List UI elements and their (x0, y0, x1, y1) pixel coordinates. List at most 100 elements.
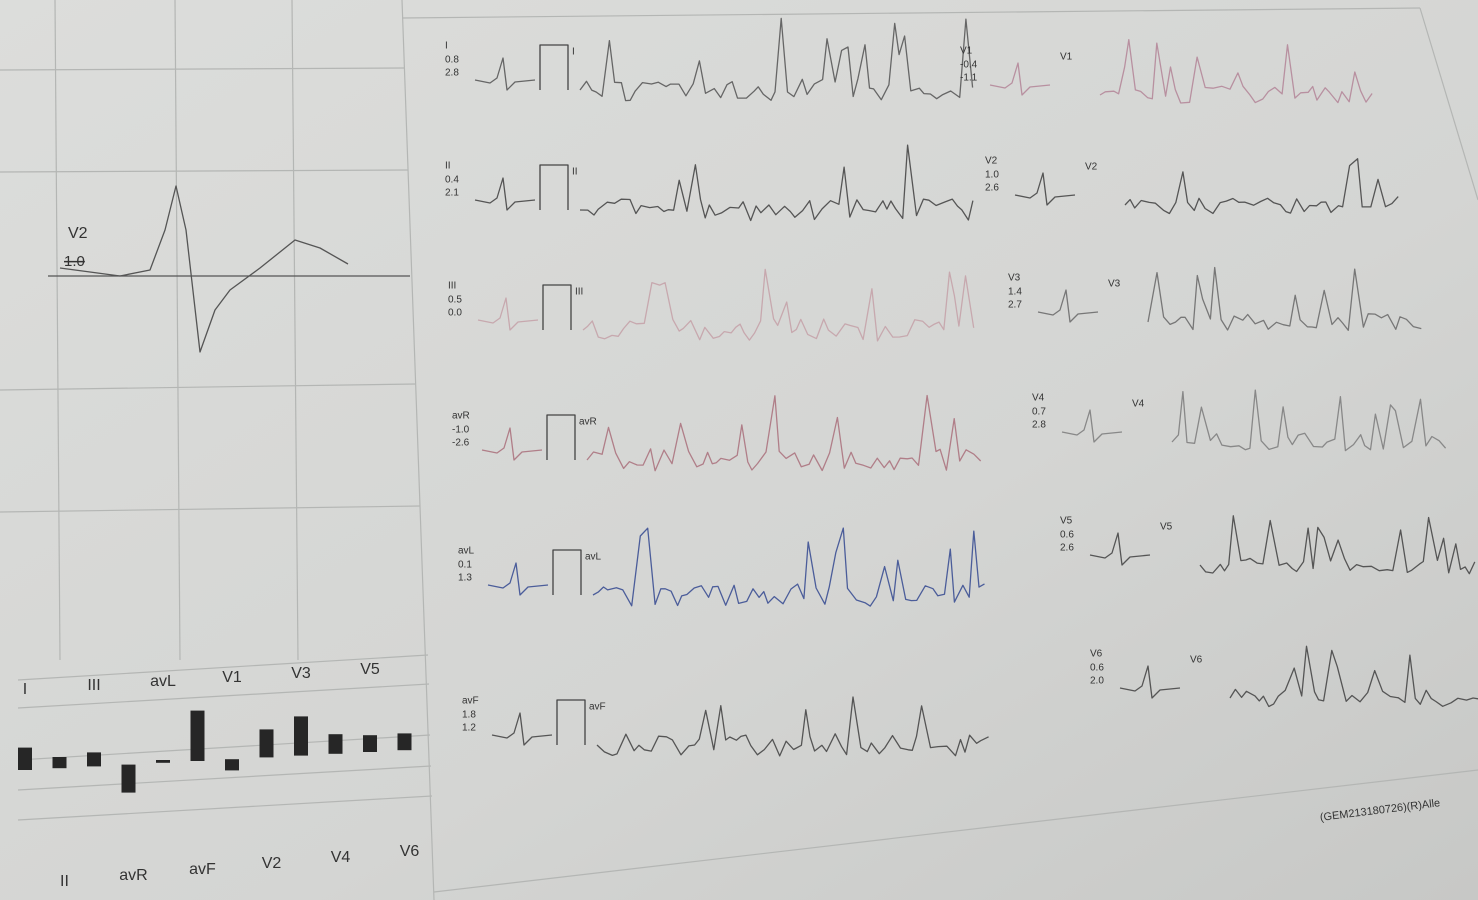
ecg-complex (1037, 289, 1099, 323)
lead-st1: 1.0 (985, 170, 999, 181)
bar-lead-label: avL (150, 673, 176, 690)
lead-name: III (448, 281, 456, 292)
calibration-pulse (542, 284, 572, 330)
ecg-trace (1199, 515, 1476, 575)
lead-st2: 2.1 (445, 188, 459, 199)
lead-name: II (572, 167, 578, 178)
bar-lead-label: avF (189, 861, 216, 878)
ecg-trace (1229, 645, 1478, 708)
bar-lead-label: V2 (262, 855, 282, 872)
st-bar (52, 757, 67, 769)
lead-st2: 0.0 (448, 308, 462, 319)
ecg-trace (592, 527, 985, 607)
lead-name: I (445, 41, 448, 52)
ecg-complex (474, 57, 536, 91)
ecg-complex (1089, 532, 1151, 566)
ecg-trace (1099, 39, 1373, 104)
lead-name: avR (579, 417, 597, 428)
lead-name: avF (589, 702, 606, 713)
ecg-trace (1147, 266, 1422, 331)
ecg-trace (586, 394, 982, 472)
calibration-pulse (556, 699, 586, 745)
bar-lead-label: V3 (291, 665, 311, 682)
lead-st2: 2.8 (445, 68, 459, 79)
bar-lead-label: V5 (360, 661, 380, 678)
st-bar (87, 752, 101, 767)
ecg-complex (989, 62, 1051, 96)
lead-name: V5 (1160, 522, 1173, 533)
lead-name: V1 (960, 46, 973, 57)
ecg-complex (1119, 665, 1181, 699)
st-bar (225, 759, 239, 771)
lead-name: V4 (1032, 393, 1045, 404)
ecg-trace (582, 268, 975, 342)
ecg-complex (1061, 409, 1123, 443)
lead-st1: 0.7 (1032, 407, 1046, 418)
st-bar (397, 733, 412, 751)
calibration-pulse (539, 164, 569, 210)
st-bar (156, 760, 170, 763)
lead-st1: 0.6 (1060, 530, 1074, 541)
lead-name: V5 (1060, 516, 1073, 527)
lead-name: III (575, 287, 583, 298)
lead-name: avF (462, 696, 479, 707)
lead-st1: -1.0 (452, 425, 470, 436)
bar-lead-label: avR (119, 867, 147, 884)
st-bar (259, 729, 274, 758)
ecg-complex (491, 712, 553, 746)
lead-name: avL (458, 546, 475, 557)
bar-lead-label: III (87, 677, 100, 694)
st-bar (18, 747, 32, 770)
lead-st1: 0.4 (445, 175, 459, 186)
bar-lead-label: II (60, 873, 69, 890)
ecg-trace (596, 696, 989, 757)
lead-name: avL (585, 552, 602, 563)
lead-st1: 1.8 (462, 710, 476, 721)
lead-st2: 1.3 (458, 573, 472, 584)
ecg-trace (579, 144, 974, 222)
lead-name: avR (452, 411, 470, 422)
lead-st1: -0.4 (960, 60, 978, 71)
lead-st2: 1.2 (462, 723, 476, 734)
lead-name: V6 (1090, 649, 1103, 660)
lead-name: V2 (985, 156, 998, 167)
st-bar (328, 734, 343, 754)
lead-st2: -2.6 (452, 438, 470, 449)
st-bar (294, 716, 308, 756)
bar-lead-label: V4 (331, 849, 351, 866)
lead-name: V4 (1132, 399, 1145, 410)
lead-st1: 0.6 (1090, 663, 1104, 674)
lead-st2: 2.8 (1032, 420, 1046, 431)
calibration-pulse (539, 44, 569, 90)
lead-st1: 0.5 (448, 295, 462, 306)
ecg-complex (487, 562, 549, 596)
lead-st2: -1.1 (960, 73, 978, 84)
st-bar (190, 710, 205, 761)
ecg-complex (1014, 172, 1076, 206)
lead-st1: 1.4 (1008, 287, 1022, 298)
lead-name: V1 (1060, 52, 1073, 63)
ecg-trace (1171, 389, 1447, 452)
lead-st2: 2.0 (1090, 676, 1104, 687)
lead-st2: 2.6 (985, 183, 999, 194)
zoom-value: 1.0 (64, 253, 85, 270)
zoom-lead: V2 (68, 225, 88, 242)
lead-name: I (572, 47, 575, 58)
lead-st1: 0.1 (458, 560, 472, 571)
lead-st1: 0.8 (445, 55, 459, 66)
st-bar (363, 735, 377, 752)
lead-st2: 2.7 (1008, 300, 1022, 311)
st-bar (121, 764, 136, 793)
lead-st2: 2.6 (1060, 543, 1074, 554)
lead-name: V2 (1085, 162, 1098, 173)
ecg-trace (579, 17, 974, 102)
calibration-pulse (552, 549, 582, 595)
ecg-trace (1124, 158, 1399, 215)
bar-lead-label: V6 (400, 843, 420, 860)
calibration-pulse (546, 414, 576, 460)
lead-name: V3 (1108, 279, 1121, 290)
lead-name: V6 (1190, 655, 1203, 666)
